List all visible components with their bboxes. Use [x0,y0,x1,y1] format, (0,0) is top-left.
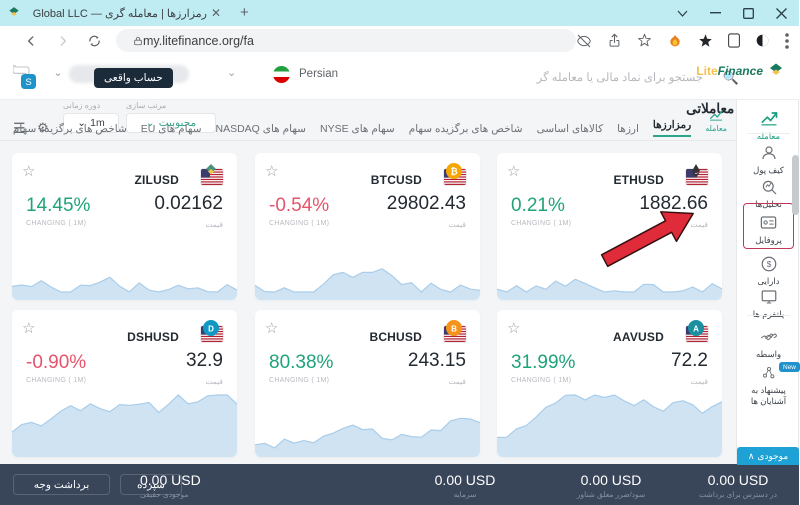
svg-text:₿: ₿ [451,167,458,177]
svg-text:B: B [452,325,458,334]
svg-text:A: A [694,325,700,334]
svg-text:S: S [26,77,32,88]
svg-text:D: D [209,325,215,334]
svg-text:$: $ [767,260,772,269]
